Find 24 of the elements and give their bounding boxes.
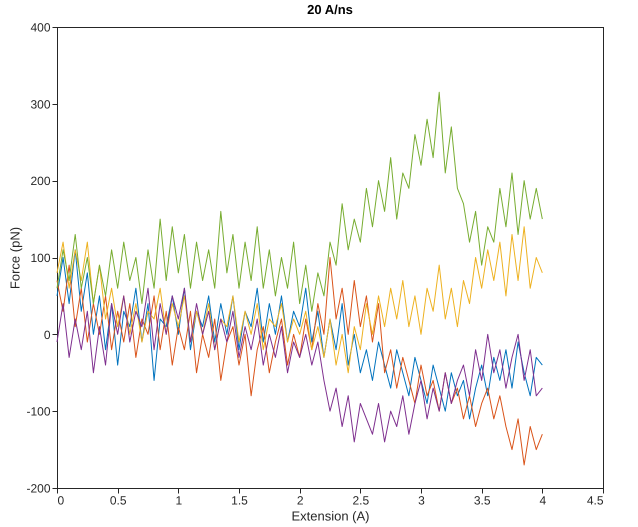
x-tick-label: 4 bbox=[539, 494, 546, 508]
line-series bbox=[56, 92, 543, 312]
y-tick-label: 100 bbox=[30, 251, 51, 265]
y-tick-label: -200 bbox=[26, 482, 51, 496]
x-tick-label: 1 bbox=[175, 494, 182, 508]
y-tick-label: 300 bbox=[30, 97, 51, 112]
x-tick-label: 2 bbox=[296, 494, 304, 508]
y-tick-label: 0 bbox=[44, 328, 51, 342]
line-series bbox=[56, 288, 543, 442]
x-tick-label: 2.5 bbox=[352, 494, 370, 508]
x-tick-label: 4.5 bbox=[586, 494, 604, 508]
x-tick-label: 0.5 bbox=[110, 494, 127, 508]
y-tick-label: -100 bbox=[26, 404, 51, 419]
y-tick-label: 400 bbox=[30, 20, 51, 34]
chart-title: 20 A/ns bbox=[307, 2, 353, 17]
y-axis-title: Force (pN) bbox=[7, 226, 22, 290]
line-series bbox=[56, 226, 543, 374]
line-series bbox=[56, 257, 543, 466]
x-tick-label: 0 bbox=[58, 494, 64, 508]
x-tick-label: 1.5 bbox=[231, 494, 248, 508]
x-tick-label: 3.5 bbox=[474, 494, 491, 508]
x-axis-title: Extension (A) bbox=[291, 508, 370, 524]
x-tick-label: 3 bbox=[418, 494, 426, 508]
y-tick-label: 200 bbox=[30, 174, 51, 188]
